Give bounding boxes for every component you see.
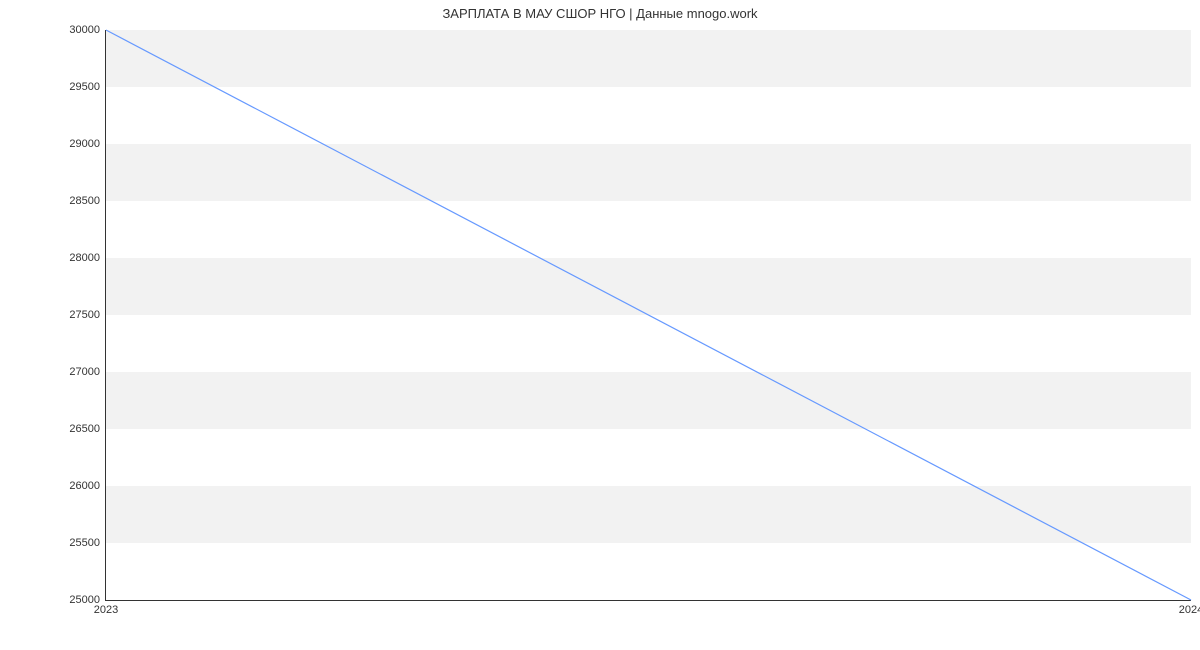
x-tick-label: 2024 — [1179, 600, 1200, 616]
y-tick-label: 25500 — [69, 537, 106, 549]
y-tick-label: 27000 — [69, 366, 106, 378]
chart-title: ЗАРПЛАТА В МАУ СШОР НГО | Данные mnogo.w… — [0, 6, 1200, 21]
plot-area: 2500025500260002650027000275002800028500… — [105, 30, 1191, 601]
y-tick-label: 29500 — [69, 81, 106, 93]
y-tick-label: 28000 — [69, 252, 106, 264]
y-tick-label: 30000 — [69, 24, 106, 36]
x-tick-label: 2023 — [94, 600, 118, 616]
y-tick-label: 28500 — [69, 195, 106, 207]
series-line — [106, 30, 1191, 600]
y-tick-label: 29000 — [69, 138, 106, 150]
chart-container: ЗАРПЛАТА В МАУ СШОР НГО | Данные mnogo.w… — [0, 0, 1200, 650]
series-layer — [106, 30, 1191, 600]
y-tick-label: 27500 — [69, 309, 106, 321]
y-tick-label: 26500 — [69, 423, 106, 435]
y-tick-label: 26000 — [69, 480, 106, 492]
